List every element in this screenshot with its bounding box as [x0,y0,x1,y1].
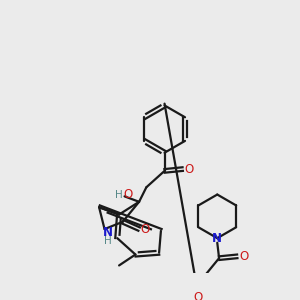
Text: H: H [115,190,123,200]
Text: N: N [103,226,113,239]
Text: N: N [212,232,222,245]
Text: O: O [184,163,194,176]
Text: O: O [124,188,133,201]
Text: O: O [239,250,248,263]
Text: H: H [104,236,112,246]
Text: O: O [141,223,150,236]
Text: O: O [194,291,203,300]
